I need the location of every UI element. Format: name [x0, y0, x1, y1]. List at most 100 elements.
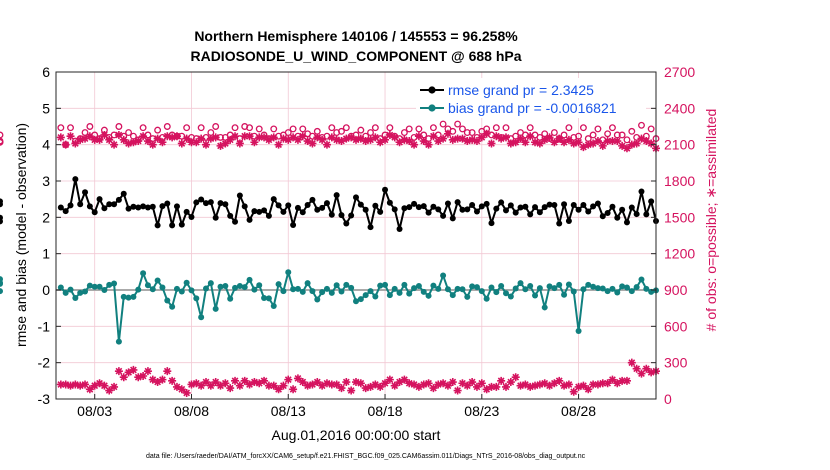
rmse-point [72, 176, 79, 183]
obs-assimilated-point [284, 375, 293, 384]
obs-assimilated-point [506, 378, 515, 387]
bias-point [193, 295, 200, 302]
rmse-point [396, 225, 403, 232]
rmse-point [101, 205, 108, 212]
rmse-point [111, 201, 118, 208]
obs-assimilated-point [555, 134, 564, 143]
obs-assimilated-point [502, 382, 510, 391]
bias-point [430, 282, 437, 289]
bias-point [77, 289, 84, 296]
obs-assimilated-point [598, 141, 607, 150]
obs-assimilated-point [235, 381, 244, 390]
x-tick-label: 08/03 [77, 403, 112, 419]
bias-point [0, 288, 3, 295]
rmse-point [401, 205, 408, 212]
bias-point [309, 288, 316, 295]
bias-point [561, 291, 568, 298]
obs-assimilated-point [66, 381, 75, 390]
bias-point [169, 303, 176, 310]
obs-assimilated-point [410, 140, 419, 149]
obs-assimilated-point [487, 382, 496, 391]
bias-point [580, 286, 587, 293]
bias-point [120, 293, 127, 300]
obs-possible-point [163, 123, 171, 130]
obs-possible-point [492, 124, 500, 132]
rmse-point [251, 208, 258, 215]
obs-possible-point [67, 124, 74, 132]
obs-assimilated-point [560, 381, 569, 390]
rmse-point [285, 202, 292, 209]
rmse-point [372, 202, 379, 209]
rmse-point [265, 212, 272, 219]
obs-assimilated-point [231, 132, 240, 141]
obs-assimilated-point [468, 378, 477, 387]
bias-point [536, 285, 543, 292]
bias-point [144, 282, 151, 289]
rmse-point [498, 199, 505, 206]
rmse-point [328, 211, 335, 218]
obs-assimilated-point [250, 378, 259, 387]
bias-point [478, 288, 485, 295]
obs-assimilated-point [245, 380, 254, 389]
obs-assimilated-point [366, 135, 375, 144]
tick-layer: -3 -2 -1 0 1 2 3 4 5 6 0 300 600 900 1200 1500 1800 2100 2… [38, 64, 696, 419]
bias-point [353, 298, 359, 305]
bias-point [454, 285, 461, 292]
bias-point [590, 283, 597, 290]
obs-assimilated-point [593, 137, 602, 146]
bias-point [275, 281, 282, 288]
obs-assimilated-point [226, 135, 235, 144]
rmse-point [314, 206, 321, 213]
obs-assimilated-point [395, 138, 404, 147]
rmse-point [178, 221, 185, 228]
rmse-point [420, 203, 427, 210]
obs-assimilated-point [603, 137, 612, 146]
rmse-point [0, 198, 3, 205]
chart-title: Northern Hemisphere 140106 / 145553 = 96… [194, 28, 518, 44]
plot-area [56, 72, 656, 399]
bias-point [420, 288, 427, 295]
rmse-point [536, 209, 543, 216]
rmse-point [488, 220, 495, 227]
bias-point [290, 286, 297, 293]
bias-point [62, 289, 69, 296]
bias-point [86, 282, 93, 289]
obs-assimilated-point [255, 133, 264, 142]
rmse-point [270, 196, 277, 203]
obs-assimilated-point [148, 140, 157, 149]
y-tick-label-left: -1 [38, 318, 51, 334]
rmse-point [144, 204, 151, 211]
obs-assimilated-point [139, 132, 148, 141]
obs-assimilated-point [424, 140, 433, 149]
legend-bias-label: bias grand pr = -0.0016821 [448, 100, 617, 116]
obs-assimilated-point [260, 133, 269, 142]
obs-assimilated-point [105, 135, 114, 144]
rmse-point [556, 220, 563, 227]
bias-point [236, 283, 243, 290]
rmse-point [411, 200, 418, 207]
rmse-point [323, 200, 330, 207]
obs-assimilated-point [202, 140, 210, 149]
rmse-point [309, 196, 316, 203]
obs-assimilated-point [260, 376, 269, 385]
obs-assimilated-point [497, 376, 506, 385]
bias-point [241, 284, 248, 291]
obs-assimilated-point [61, 380, 70, 389]
bias-point [391, 285, 398, 292]
y-tick-label-right: 2100 [664, 137, 695, 153]
chart-subtitle: RADIOSONDE_U_WIND_COMPONENT @ 688 hPa [190, 48, 521, 64]
y-tick-label-right: 1200 [664, 246, 695, 262]
obs-assimilated-point [647, 139, 656, 148]
obs-assimilated-point [352, 378, 360, 387]
bias-point [512, 285, 519, 292]
obs-assimilated-point [434, 137, 443, 146]
obs-assimilated-point [637, 369, 646, 378]
obs-assimilated-point [443, 129, 452, 138]
obs-assimilated-point [240, 132, 249, 141]
obs-assimilated-point [371, 380, 380, 389]
obs-assimilated-point [298, 378, 307, 387]
obs-assimilated-point [574, 138, 583, 147]
bias-point [154, 277, 161, 284]
rmse-point [512, 209, 519, 216]
obs-assimilated-point [153, 134, 162, 143]
